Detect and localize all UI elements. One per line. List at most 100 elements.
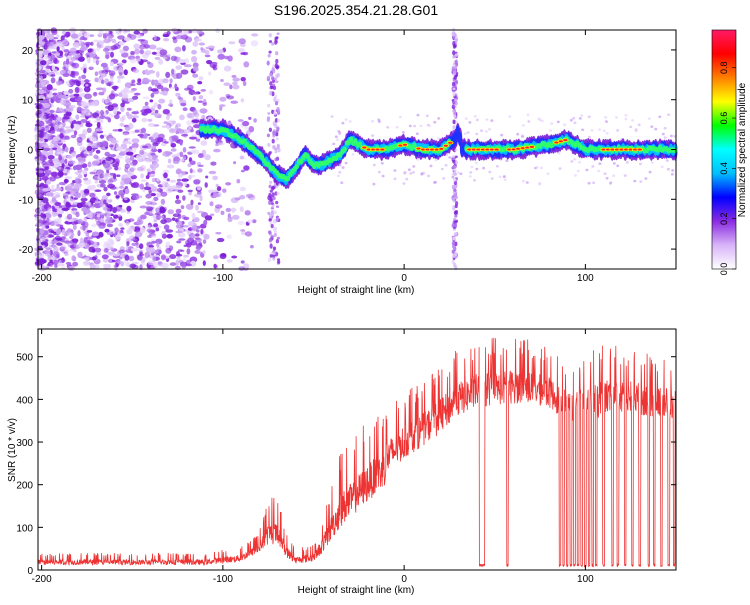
ridge-core bbox=[525, 146, 530, 149]
noise-cell bbox=[220, 79, 224, 82]
noise-cell bbox=[136, 166, 144, 172]
ridge-core bbox=[480, 148, 486, 151]
noise-cell bbox=[42, 102, 51, 109]
noise-cell bbox=[52, 136, 61, 142]
snr-plot-area bbox=[38, 329, 676, 570]
noise-cell bbox=[43, 44, 48, 50]
noise-cell bbox=[74, 86, 80, 94]
noise-cell bbox=[147, 260, 155, 266]
noise-cell bbox=[665, 159, 669, 162]
noise-cell bbox=[468, 121, 472, 124]
colorbar-gradient bbox=[712, 30, 736, 269]
noise-cell bbox=[84, 78, 89, 84]
noise-cell bbox=[140, 179, 147, 182]
noise-cell bbox=[144, 211, 150, 216]
spectrogram-y-ticks: 20 10 0 -10 -20 bbox=[19, 46, 676, 256]
ridge-core bbox=[485, 148, 490, 151]
streak-cell bbox=[452, 245, 456, 249]
noise-cell bbox=[76, 106, 83, 113]
noise-cell bbox=[50, 74, 56, 77]
noise-cell bbox=[62, 73, 70, 77]
noise-cell bbox=[454, 173, 458, 176]
noise-cell bbox=[624, 114, 628, 117]
noise-cell bbox=[92, 132, 98, 139]
streak-cell bbox=[277, 260, 281, 264]
noise-cell bbox=[456, 171, 460, 174]
noise-cell bbox=[104, 172, 109, 177]
streak-cell bbox=[453, 210, 457, 215]
noise-cell bbox=[157, 115, 162, 118]
streak-cell bbox=[454, 59, 458, 65]
streak-cell bbox=[275, 239, 279, 244]
ridge-core bbox=[371, 148, 376, 151]
noise-cell bbox=[111, 85, 119, 90]
noise-cell bbox=[550, 122, 554, 125]
noise-cell bbox=[113, 191, 118, 195]
noise-cell bbox=[612, 162, 616, 165]
noise-cell bbox=[127, 113, 133, 120]
streak-cell bbox=[275, 205, 280, 208]
noise-cell bbox=[108, 199, 113, 203]
noise-cell bbox=[468, 175, 472, 178]
noise-cell bbox=[569, 118, 573, 122]
noise-cell bbox=[143, 186, 152, 191]
snr-frame bbox=[37, 328, 677, 571]
x-tick-label: -100 bbox=[213, 273, 233, 284]
noise-cell bbox=[573, 121, 577, 125]
noise-cell bbox=[67, 228, 72, 232]
ridge-cell bbox=[457, 132, 463, 146]
noise-cell bbox=[118, 41, 125, 46]
noise-cell bbox=[372, 182, 376, 186]
ridge-core bbox=[471, 148, 477, 151]
noise-cell bbox=[44, 241, 49, 247]
noise-cell bbox=[117, 35, 125, 40]
noise-cell bbox=[119, 256, 123, 260]
noise-cell bbox=[69, 79, 76, 86]
noise-cell bbox=[172, 36, 177, 40]
noise-cell bbox=[183, 183, 187, 187]
spectrogram-ridge bbox=[198, 118, 678, 189]
streak-cell bbox=[271, 77, 275, 81]
noise-cell bbox=[474, 161, 478, 165]
ridge-cell bbox=[242, 138, 247, 144]
noise-cell bbox=[546, 172, 550, 175]
noise-cell bbox=[473, 178, 476, 182]
noise-cell bbox=[160, 219, 167, 225]
noise-cell bbox=[117, 156, 124, 159]
streak-cell bbox=[452, 105, 456, 108]
noise-cell bbox=[203, 219, 208, 226]
noise-cell bbox=[377, 170, 381, 174]
ridge-core bbox=[443, 144, 448, 147]
streak-cell bbox=[453, 113, 457, 118]
noise-cell bbox=[192, 91, 199, 95]
noise-cell bbox=[570, 160, 574, 163]
noise-cell bbox=[78, 56, 85, 62]
noise-cell bbox=[213, 193, 221, 198]
noise-cell bbox=[124, 164, 131, 168]
noise-cell bbox=[52, 251, 60, 258]
y-tick-label: 200 bbox=[16, 481, 33, 492]
noise-cell bbox=[89, 263, 96, 270]
noise-cell bbox=[170, 148, 177, 152]
streak-cell bbox=[272, 121, 276, 127]
noise-cell bbox=[170, 143, 177, 148]
streak-cell bbox=[454, 214, 458, 218]
ridge-cell bbox=[349, 136, 354, 142]
noise-cell bbox=[83, 32, 90, 39]
noise-cell bbox=[75, 211, 80, 218]
noise-cell bbox=[177, 96, 182, 100]
y-tick-label: -20 bbox=[19, 245, 34, 256]
noise-cell bbox=[117, 232, 125, 236]
noise-cell bbox=[47, 254, 54, 258]
noise-cell bbox=[67, 231, 73, 235]
noise-cell bbox=[650, 161, 654, 164]
noise-cell bbox=[222, 188, 227, 193]
noise-cell bbox=[180, 69, 189, 75]
noise-cell bbox=[475, 118, 479, 122]
noise-cell bbox=[48, 239, 53, 246]
noise-cell bbox=[335, 138, 339, 141]
noise-cell bbox=[139, 243, 144, 250]
ridge-core bbox=[421, 148, 426, 151]
noise-cell bbox=[64, 178, 68, 184]
noise-cell bbox=[37, 219, 43, 224]
